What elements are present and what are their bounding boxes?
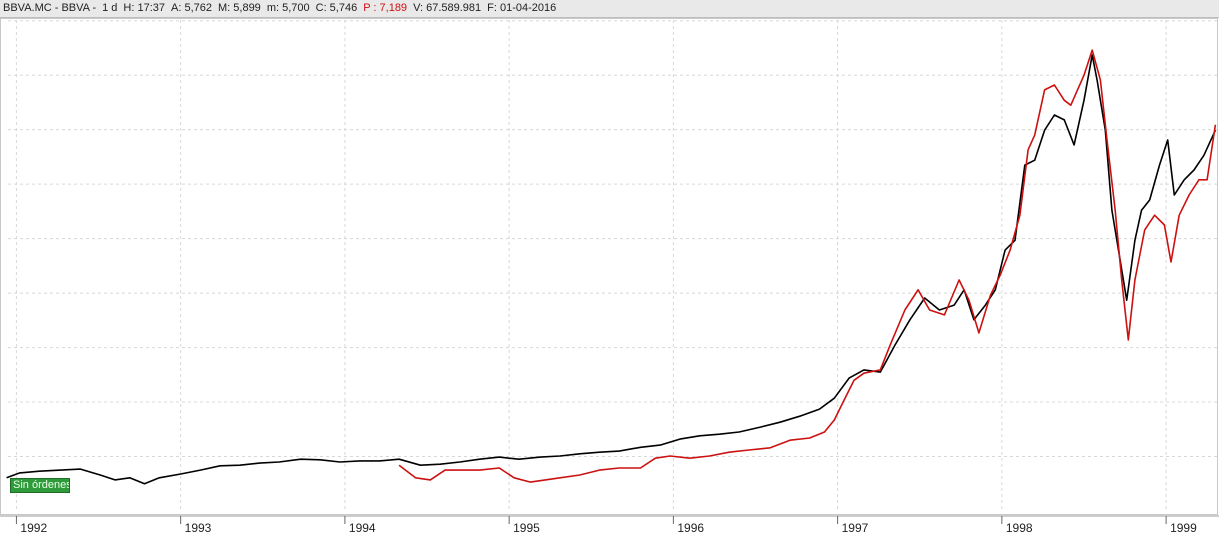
- orders-badge[interactable]: Sin órdenes: [10, 478, 70, 493]
- price-line: [6, 54, 1217, 485]
- x-tick-label: 1995: [513, 521, 540, 535]
- header-field: M: 5,899: [218, 2, 261, 14]
- header-bar: BBVA.MC - BBVA - 1 d H: 17:37 A: 5,762 M: 5,…: [0, 0, 1219, 18]
- header-field: A: 5,762: [171, 2, 212, 14]
- x-tick-label: 1999: [1170, 521, 1197, 535]
- plot-area: [0, 18, 1218, 515]
- x-tick-label: 1993: [185, 521, 212, 535]
- header-field: C: 5,746: [315, 2, 358, 14]
- x-tick-label: 1994: [349, 521, 376, 535]
- header-field: 1 d: [102, 2, 118, 14]
- x-tick-label: 1997: [842, 521, 869, 535]
- x-tick-label: 1996: [677, 521, 704, 535]
- header-field: P : 7,189: [363, 2, 408, 14]
- header-field: H: 17:37: [123, 2, 166, 14]
- header-field: m: 5,700: [266, 2, 310, 14]
- chart: 1992 1993 1994 1995 1996 1997 1998 1999: [0, 18, 1219, 535]
- header-field: BBVA.MC - BBVA -: [3, 2, 97, 14]
- header-field: F: 01-04-2016: [487, 2, 557, 14]
- price-line: [398, 49, 1217, 483]
- x-tick-label: 1992: [20, 521, 47, 535]
- header-field: V: 67.589.981: [413, 2, 482, 14]
- x-tick-label: 1998: [1006, 521, 1033, 535]
